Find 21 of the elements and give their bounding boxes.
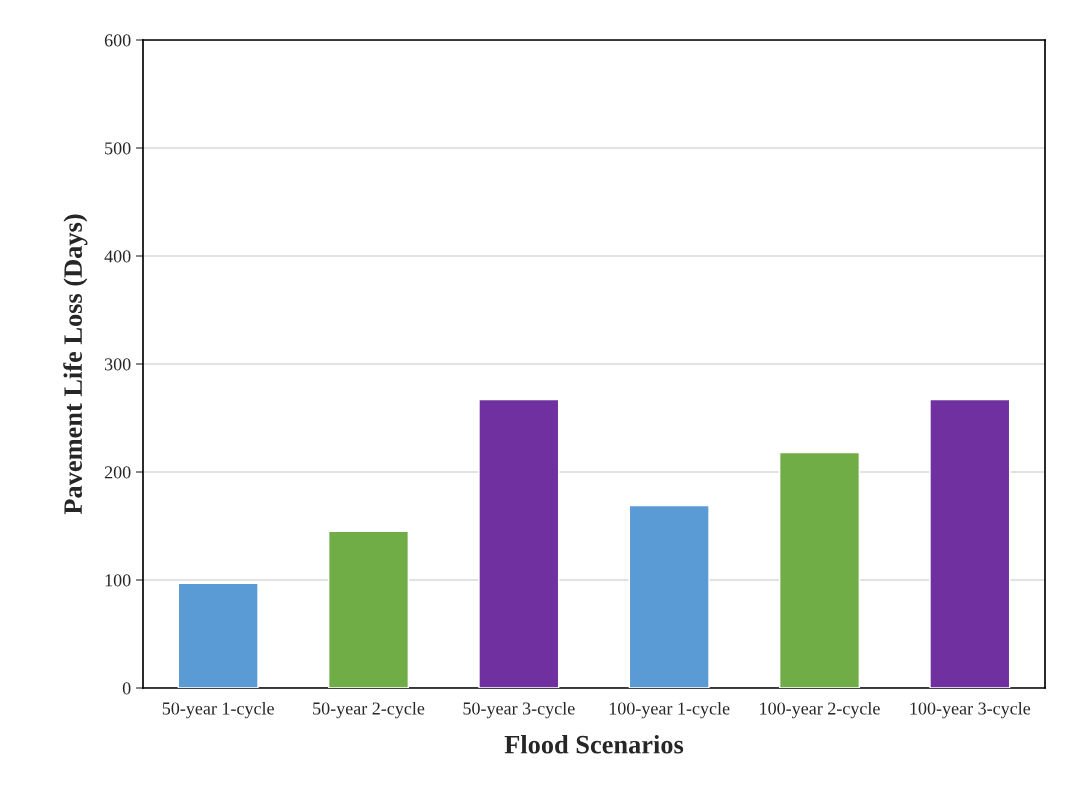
x-axis-title: Flood Scenarios xyxy=(504,734,684,754)
x-tick-label: 50-year 3-cycle xyxy=(463,701,575,719)
y-tick-label: 600 xyxy=(104,34,131,47)
x-tick-label: 50-year 2-cycle xyxy=(313,701,425,719)
y-tick-label: 100 xyxy=(105,574,131,587)
y-tick-label: 400 xyxy=(104,250,131,263)
bar xyxy=(628,504,710,688)
bar xyxy=(478,398,560,688)
x-tick-label: 100-year 3-cycle xyxy=(910,701,1031,719)
y-tick-label: 300 xyxy=(104,358,131,371)
x-tick-label: 100-year 1-cycle xyxy=(609,701,730,719)
y-tick-label: 200 xyxy=(104,466,131,479)
bar xyxy=(177,582,259,688)
y-axis-title: Pavement Life Loss (Days) xyxy=(63,214,88,515)
bar xyxy=(929,398,1011,688)
y-tick-label: 500 xyxy=(105,142,131,155)
bar xyxy=(327,530,410,688)
x-tick-label: 50-year 1-cycle xyxy=(162,701,274,719)
y-tick-label: 0 xyxy=(122,682,131,695)
x-tick-label: 100-year 2-cycle xyxy=(760,701,880,719)
bar xyxy=(778,451,861,688)
